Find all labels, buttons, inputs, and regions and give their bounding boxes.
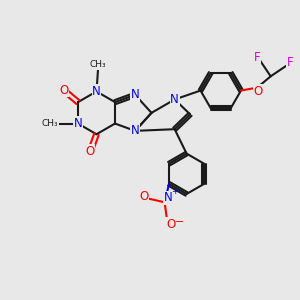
Text: −: − [175, 217, 184, 227]
Text: O: O [139, 190, 148, 203]
Text: N: N [170, 93, 179, 106]
Text: F: F [286, 56, 293, 69]
Text: O: O [166, 218, 175, 230]
Text: CH₃: CH₃ [90, 60, 106, 69]
Text: F: F [254, 51, 260, 64]
Text: N: N [164, 191, 172, 204]
Text: N: N [131, 124, 140, 137]
Text: CH₃: CH₃ [42, 119, 58, 128]
Text: O: O [85, 145, 95, 158]
Text: N: N [74, 117, 82, 130]
Text: N: N [131, 88, 140, 101]
Text: N: N [92, 85, 101, 98]
Text: +: + [171, 187, 179, 196]
Text: O: O [253, 85, 262, 98]
Text: O: O [59, 84, 68, 97]
